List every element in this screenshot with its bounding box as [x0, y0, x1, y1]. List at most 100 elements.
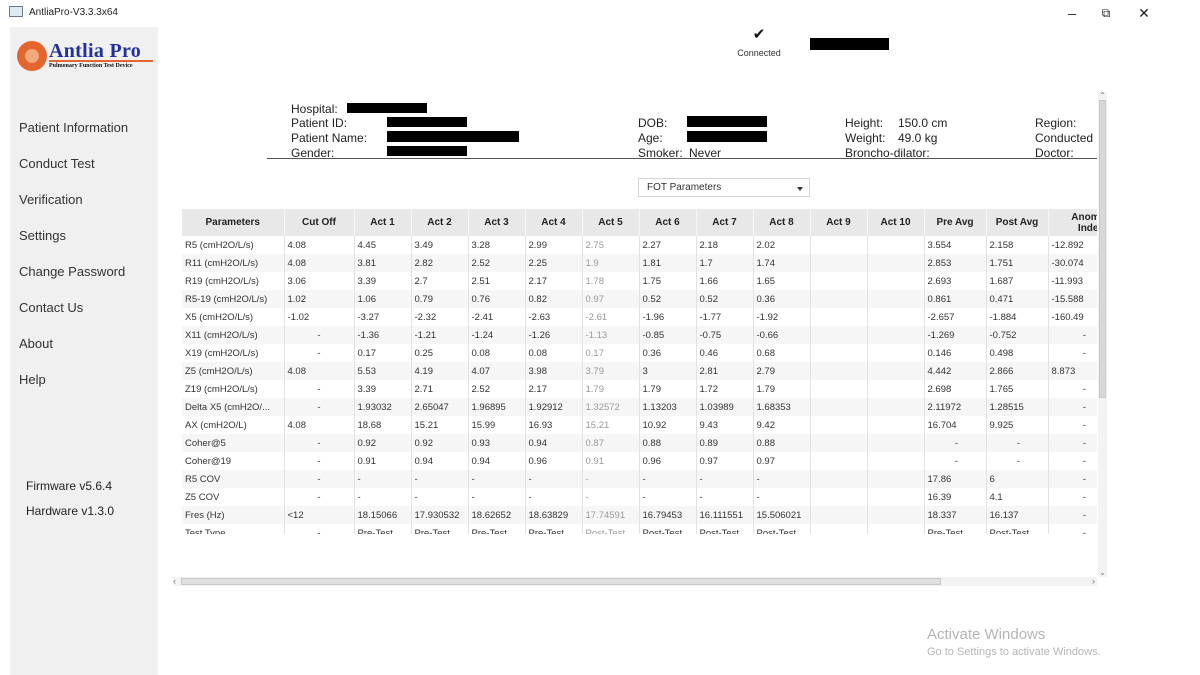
column-header[interactable]: Act 3: [468, 209, 526, 236]
table-cell: 0.52: [639, 290, 697, 308]
table-row[interactable]: R19 (cmH2O/L/s) 3.06 3.39 2.7 2.51 2.17 1.78 1.…: [182, 272, 1097, 290]
sidebar-item-change-password[interactable]: Change Password: [19, 264, 126, 279]
sidebar-item-conduct-test[interactable]: Conduct Test: [19, 156, 95, 171]
column-header[interactable]: Act 7: [696, 209, 754, 236]
column-header[interactable]: Pre Avg: [924, 209, 987, 236]
firmware-version: Firmware v5.6.4: [26, 479, 113, 493]
table-cell: -: [1048, 398, 1097, 416]
scroll-left-icon[interactable]: ‹: [173, 576, 176, 586]
table-row[interactable]: Delta X5 (cmH2O/... -1.93032 2.65047 1.9689…: [182, 398, 1097, 416]
column-header[interactable]: Act 6: [639, 209, 697, 236]
table-cell: 2.17: [525, 380, 583, 398]
table-cell: [867, 344, 925, 362]
table-row[interactable]: Fres (Hz) <12 18.15066 17.930532 18.62652 18.…: [182, 506, 1097, 524]
table-cell: -1.26: [525, 326, 583, 344]
redacted-patient-id: [387, 117, 467, 127]
column-header[interactable]: Act 10: [867, 209, 925, 236]
sidebar-item-patient-information[interactable]: Patient Information: [19, 120, 129, 135]
sidebar-item-settings[interactable]: Settings: [19, 228, 66, 243]
vertical-scrollbar[interactable]: ⌃ ⌄: [1098, 92, 1107, 577]
table-cell: -1.13: [582, 326, 640, 344]
table-row[interactable]: Coher@5-0.92 0.92 0.93 0.94 0.87 0.88 0.89 0.88…: [182, 434, 1097, 452]
table-row[interactable]: X11 (cmH2O/L/s) - -1.36 -1.21 -1.24 -1.26 -1.1…: [182, 326, 1097, 344]
table-cell: -: [1048, 344, 1097, 362]
table-cell: -: [639, 470, 697, 488]
logo-tagline: Pulmonary Function Test Device: [49, 63, 133, 69]
table-cell: 18.337: [924, 506, 987, 524]
parameter-type-dropdown[interactable]: FOT Parameters: [638, 178, 810, 197]
table-cell: -: [354, 488, 412, 506]
column-header[interactable]: Cut Off: [284, 209, 355, 236]
table-row[interactable]: X19 (cmH2O/L/s) -0.17 0.25 0.08 0.08 0.17 0.36…: [182, 344, 1097, 362]
table-row[interactable]: AX (cmH2O/L) 4.08 18.68 15.21 15.99 16.93 15.2…: [182, 416, 1097, 434]
table-row[interactable]: Z5 (cmH2O/L/s) 4.08 5.53 4.19 4.07 3.98 3.79 3 2…: [182, 362, 1097, 380]
column-header[interactable]: Act 9: [810, 209, 868, 236]
scroll-right-icon[interactable]: ›: [1092, 576, 1095, 586]
table-cell: [810, 362, 868, 380]
table-cell: -: [1048, 380, 1097, 398]
column-header[interactable]: Act 5: [582, 209, 640, 236]
sidebar-item-contact-us[interactable]: Contact Us: [19, 300, 84, 315]
table-cell: -: [639, 488, 697, 506]
table-cell: -: [696, 470, 754, 488]
table-row[interactable]: Coher@19-0.91 0.94 0.94 0.96 0.91 0.96 0.97 0.9…: [182, 452, 1097, 470]
table-cell: -: [525, 488, 583, 506]
scroll-down-icon[interactable]: ⌄: [1099, 568, 1106, 577]
column-header[interactable]: Act 8: [753, 209, 811, 236]
table-row[interactable]: R11 (cmH2O/L/s) 4.08 3.81 2.82 2.52 2.25 1.9 1.…: [182, 254, 1097, 272]
table-row[interactable]: Z5 COV - - - - - - - - -16.39 4.1-: [182, 488, 1097, 506]
column-header[interactable]: Parameters: [182, 209, 285, 236]
table-cell: -1.884: [986, 308, 1049, 326]
table-cell: R5-19 (cmH2O/L/s): [182, 290, 285, 308]
table-row[interactable]: Z19 (cmH2O/L/s) -3.39 2.71 2.52 2.17 1.79 1.79…: [182, 380, 1097, 398]
sidebar-item-about[interactable]: About: [19, 336, 53, 351]
table-row[interactable]: X5 (cmH2O/L/s) -1.02 -3.27 -2.32 -2.41 -2.63-…: [182, 308, 1097, 326]
table-row[interactable]: Test Type - Pre-Test Pre-Test Pre-Test Pre-Te…: [182, 524, 1097, 534]
table-cell: 0.25: [411, 344, 469, 362]
table-cell: 18.63829: [525, 506, 583, 524]
table-cell: [867, 434, 925, 452]
table-cell: -: [753, 470, 811, 488]
vertical-scroll-thumb[interactable]: [1099, 100, 1106, 398]
chevron-down-icon: [797, 187, 803, 191]
table-cell: Post-Test: [986, 524, 1049, 534]
table-cell: 0.97: [753, 452, 811, 470]
table-row[interactable]: R5-19 (cmH2O/L/s) 1.02 1.06 0.79 0.76 0.82 0.9…: [182, 290, 1097, 308]
table-cell: -: [284, 452, 355, 470]
horizontal-scrollbar[interactable]: ‹ ›: [173, 577, 1097, 586]
table-row[interactable]: R5 (cmH2O/L/s) 4.08 4.45 3.49 3.28 2.99 2.75 2.…: [182, 236, 1097, 254]
table-cell: 1.28515: [986, 398, 1049, 416]
window-title: AntliaPro-V3.3.3x64: [29, 7, 118, 18]
column-header[interactable]: Act 1: [354, 209, 412, 236]
scroll-up-icon[interactable]: ⌃: [1099, 91, 1106, 100]
table-cell: -1.36: [354, 326, 412, 344]
table-cell: -0.75: [696, 326, 754, 344]
table-cell: -1.02: [284, 308, 355, 326]
table-cell: 3.49: [411, 236, 469, 254]
close-button[interactable]: ✕: [1138, 5, 1150, 21]
table-row[interactable]: R5 COV - - - - - - - - -17.86 6-: [182, 470, 1097, 488]
restore-button[interactable]: ⧉: [1101, 6, 1111, 20]
table-cell: 1.68353: [753, 398, 811, 416]
table-cell: 1.32572: [582, 398, 640, 416]
table-cell: 1.751: [986, 254, 1049, 272]
table-cell: 0.94: [468, 452, 526, 470]
table-cell: 1.9: [582, 254, 640, 272]
minimize-button[interactable]: –: [1068, 5, 1076, 21]
column-header[interactable]: Act 4: [525, 209, 583, 236]
table-cell: -: [411, 488, 469, 506]
column-header[interactable]: Post Avg: [986, 209, 1049, 236]
sidebar-item-verification[interactable]: Verification: [19, 192, 83, 207]
horizontal-scroll-thumb[interactable]: [181, 578, 941, 585]
table-cell: -1.269: [924, 326, 987, 344]
column-header[interactable]: Anomaly Index P: [1048, 209, 1097, 236]
table-cell: -: [284, 488, 355, 506]
table-cell: [867, 506, 925, 524]
column-header[interactable]: Act 2: [411, 209, 469, 236]
sidebar-item-help[interactable]: Help: [19, 372, 46, 387]
table-cell: 2.71: [411, 380, 469, 398]
table-cell: [810, 416, 868, 434]
table-cell: 1.765: [986, 380, 1049, 398]
results-table-viewport[interactable]: Parameters Cut Off Act 1 Act 2 Act 3 Act 4 Act…: [182, 209, 1097, 534]
table-cell: 0.08: [468, 344, 526, 362]
